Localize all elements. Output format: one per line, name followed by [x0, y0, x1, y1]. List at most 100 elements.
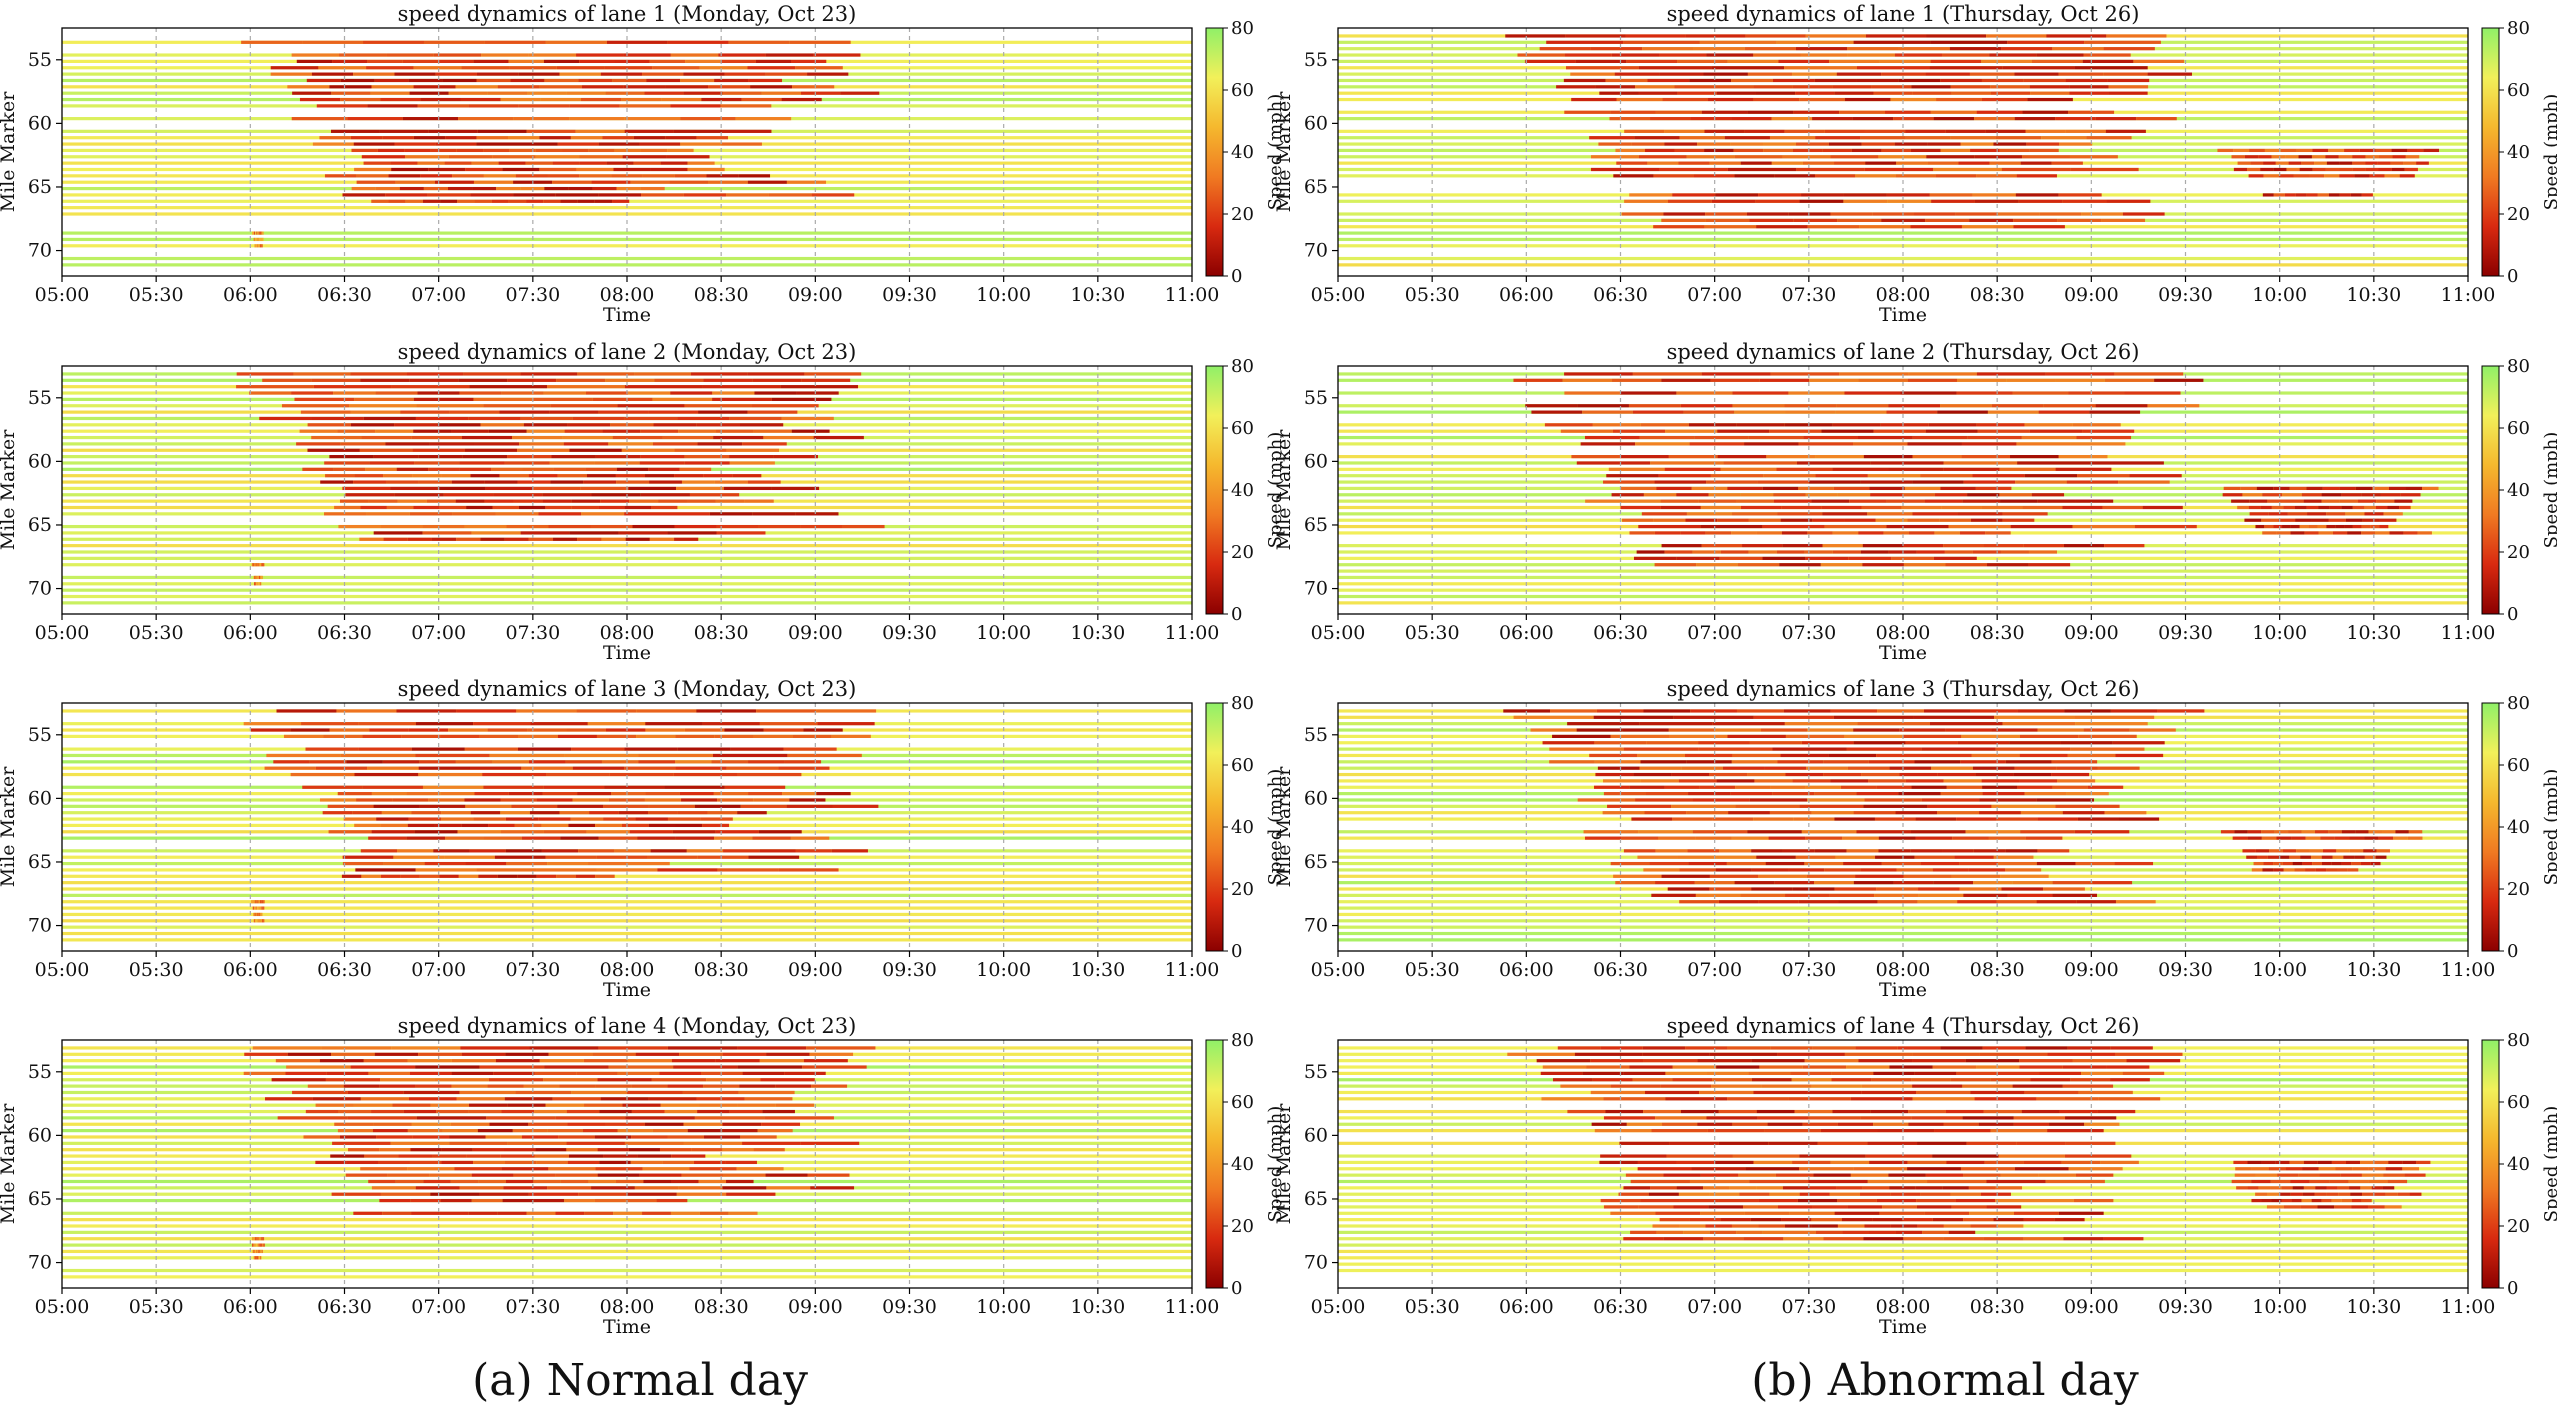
- congestion-segment: [764, 1116, 834, 1120]
- congestion-segment: [2278, 855, 2290, 859]
- congestion-segment: [363, 161, 391, 165]
- congestion-segment: [254, 244, 256, 248]
- congestion-segment: [1972, 474, 2025, 478]
- congestion-segment: [2100, 1160, 2139, 1165]
- congestion-segment: [646, 855, 698, 859]
- congestion-segment: [1739, 1192, 1770, 1196]
- congestion-segment: [697, 442, 743, 446]
- congestion-segment: [476, 142, 517, 146]
- congestion-segment: [1878, 849, 1911, 853]
- congestion-segment: [2299, 167, 2313, 172]
- congestion-segment: [309, 760, 347, 764]
- colorbar-tick-label: 20: [2507, 1216, 2530, 1237]
- congestion-segment: [613, 1211, 643, 1215]
- congestion-segment: [1704, 148, 1734, 153]
- congestion-segment: [1848, 556, 1892, 560]
- congestion-segment: [385, 442, 430, 446]
- congestion-segment: [740, 423, 784, 427]
- congestion-segment: [1873, 91, 1913, 95]
- congestion-segment: [259, 912, 261, 917]
- congestion-segment: [486, 1116, 556, 1120]
- caption-normal-day: (a) Normal day: [472, 1355, 808, 1406]
- congestion-segment: [474, 199, 492, 203]
- congestion-segment: [2110, 1046, 2153, 1050]
- congestion-segment: [670, 53, 719, 57]
- congestion-segment: [1711, 66, 1785, 70]
- congestion-segment: [721, 142, 762, 146]
- congestion-segment: [337, 792, 372, 796]
- congestion-segment: [691, 1148, 723, 1152]
- congestion-segment: [520, 372, 578, 376]
- congestion-segment: [1705, 218, 1750, 222]
- congestion-segment: [2034, 1198, 2074, 1203]
- congestion-segment: [1681, 766, 1723, 770]
- speed-heatmap-1: 05:00 05:30 06:00 06:30 07:00 07:30 08:00 08:30…: [0, 2, 1286, 326]
- congestion-segment: [439, 874, 459, 878]
- congestion-segment: [2310, 855, 2322, 859]
- congestion-segment: [479, 1192, 529, 1196]
- congestion-segment: [380, 1078, 435, 1082]
- congestion-segment: [678, 429, 717, 433]
- congestion-segment: [2268, 1167, 2286, 1171]
- congestion-segment: [469, 385, 548, 389]
- congestion-segment: [413, 397, 474, 401]
- congestion-segment: [1830, 709, 1878, 713]
- congestion-segment: [1970, 148, 2000, 153]
- congestion-segment: [1649, 861, 1689, 866]
- congestion-segment: [1654, 531, 1681, 535]
- congestion-segment: [407, 1129, 443, 1133]
- congestion-segment: [445, 136, 477, 140]
- congestion-segment: [1893, 881, 1934, 885]
- congestion-segment: [579, 174, 612, 178]
- congestion-segment: [429, 442, 475, 446]
- congestion-segment: [576, 167, 614, 172]
- congestion-segment: [1912, 512, 1958, 516]
- congestion-segment: [307, 423, 351, 427]
- congestion-segment: [526, 429, 565, 433]
- x-tick-label: 07:30: [505, 622, 560, 644]
- congestion-segment: [1867, 1179, 1928, 1184]
- y-axis-label: Mile Marker: [0, 91, 19, 213]
- congestion-segment: [560, 199, 578, 203]
- congestion-segment: [2105, 129, 2146, 133]
- colorbar-tick-label: 0: [2507, 604, 2518, 625]
- congestion-segment: [2273, 193, 2285, 197]
- congestion-segment: [1976, 110, 2023, 114]
- congestion-segment: [536, 798, 573, 802]
- congestion-segment: [760, 1078, 815, 1082]
- congestion-segment: [1636, 550, 1665, 554]
- congestion-segment: [341, 874, 362, 878]
- congestion-segment: [500, 1154, 535, 1158]
- congestion-segment: [373, 804, 420, 808]
- congestion-segment: [1668, 734, 1728, 738]
- congestion-segment: [1887, 199, 1932, 203]
- congestion-segment: [1750, 1218, 1782, 1222]
- congestion-segment: [534, 1071, 577, 1075]
- congestion-segment: [1769, 136, 1816, 140]
- colorbar-tick-label: 0: [2507, 1278, 2518, 1299]
- congestion-segment: [306, 78, 341, 83]
- congestion-segment: [1960, 142, 1994, 146]
- congestion-segment: [415, 1065, 480, 1069]
- congestion-segment: [2302, 1192, 2315, 1196]
- congestion-segment: [1632, 410, 1684, 414]
- colorbar-tick-label: 40: [1231, 817, 1254, 838]
- congestion-segment: [2318, 505, 2330, 510]
- congestion-segment: [1973, 881, 2013, 885]
- congestion-segment: [1943, 1237, 1984, 1241]
- congestion-segment: [1706, 1071, 1749, 1075]
- congestion-segment: [1662, 97, 1709, 102]
- congestion-segment: [2376, 849, 2390, 853]
- congestion-segment: [2416, 161, 2429, 165]
- congestion-segment: [2261, 830, 2275, 834]
- congestion-segment: [1677, 91, 1717, 95]
- congestion-segment: [648, 804, 695, 808]
- congestion-segment: [1577, 404, 1629, 408]
- congestion-segment: [644, 798, 682, 802]
- congestion-segment: [1905, 779, 1944, 783]
- congestion-segment: [650, 849, 687, 853]
- congestion-segment: [1905, 136, 1951, 140]
- congestion-segment: [1853, 442, 1908, 446]
- y-tick-label: 65: [1304, 176, 1328, 198]
- congestion-segment: [380, 1192, 431, 1196]
